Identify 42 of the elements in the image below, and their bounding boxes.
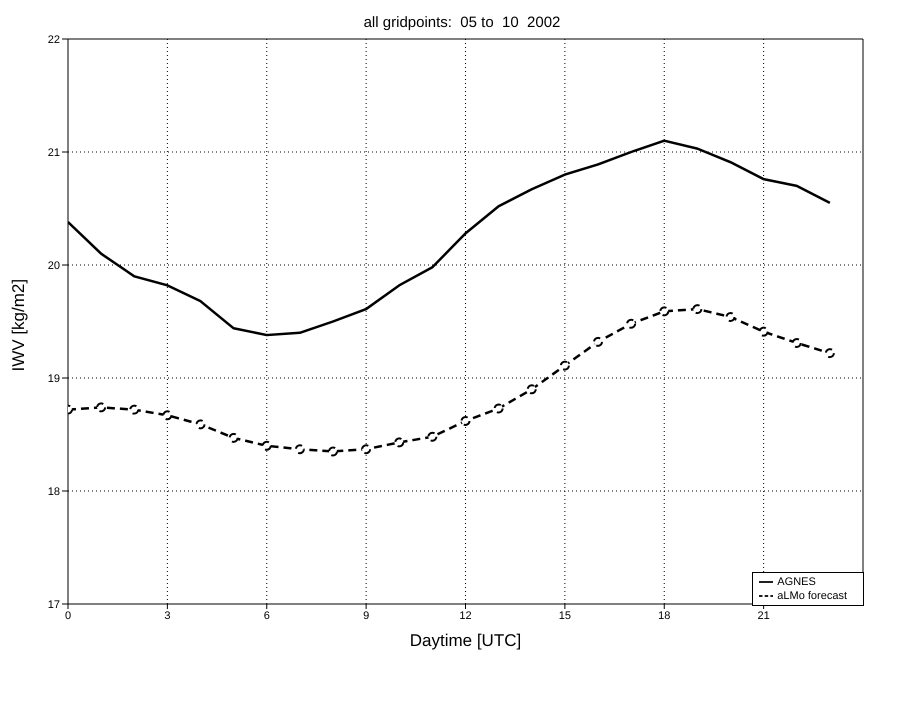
point xyxy=(526,384,537,394)
point xyxy=(196,419,206,430)
legend-label: aLMo forecast xyxy=(777,590,847,602)
point xyxy=(162,410,172,420)
point xyxy=(659,306,670,316)
x-tick-label: 21 xyxy=(758,610,770,622)
y-axis-title: IWV [kg/m2] xyxy=(9,278,28,372)
x-tick-label: 12 xyxy=(459,610,472,622)
y-tick-label: 19 xyxy=(48,372,60,385)
x-tick-label: 15 xyxy=(558,610,571,622)
point xyxy=(726,312,736,322)
legend-label: AGNES xyxy=(777,576,816,588)
point xyxy=(228,432,239,443)
point xyxy=(758,326,769,337)
point xyxy=(593,336,603,347)
x-tick-label: 6 xyxy=(264,610,270,622)
y-tick-label: 20 xyxy=(48,260,60,272)
point xyxy=(460,416,470,426)
x-tick-label: 0 xyxy=(64,610,72,622)
chart-title: all gridpoints: 05 to 10 2002 xyxy=(362,14,562,31)
point xyxy=(96,402,106,412)
point xyxy=(294,444,305,454)
point xyxy=(626,318,636,329)
point xyxy=(692,304,702,314)
point xyxy=(824,348,835,358)
y-tick-label: 22 xyxy=(48,34,60,46)
point xyxy=(792,338,802,348)
point xyxy=(129,404,140,415)
x-tick-label: 18 xyxy=(658,610,670,622)
y-tick-label: 17 xyxy=(48,598,60,611)
y-tick-label: 21 xyxy=(48,146,60,159)
point xyxy=(328,446,338,456)
point xyxy=(494,404,504,414)
x-tick-label: 9 xyxy=(363,610,370,622)
y-tick-label: 18 xyxy=(48,486,60,498)
x-tick-label: 3 xyxy=(164,610,170,622)
point xyxy=(427,432,438,442)
point xyxy=(560,360,570,371)
x-axis-title: Daytime [UTC] xyxy=(410,631,522,650)
point xyxy=(394,437,404,448)
point xyxy=(361,444,372,454)
point xyxy=(262,440,272,451)
